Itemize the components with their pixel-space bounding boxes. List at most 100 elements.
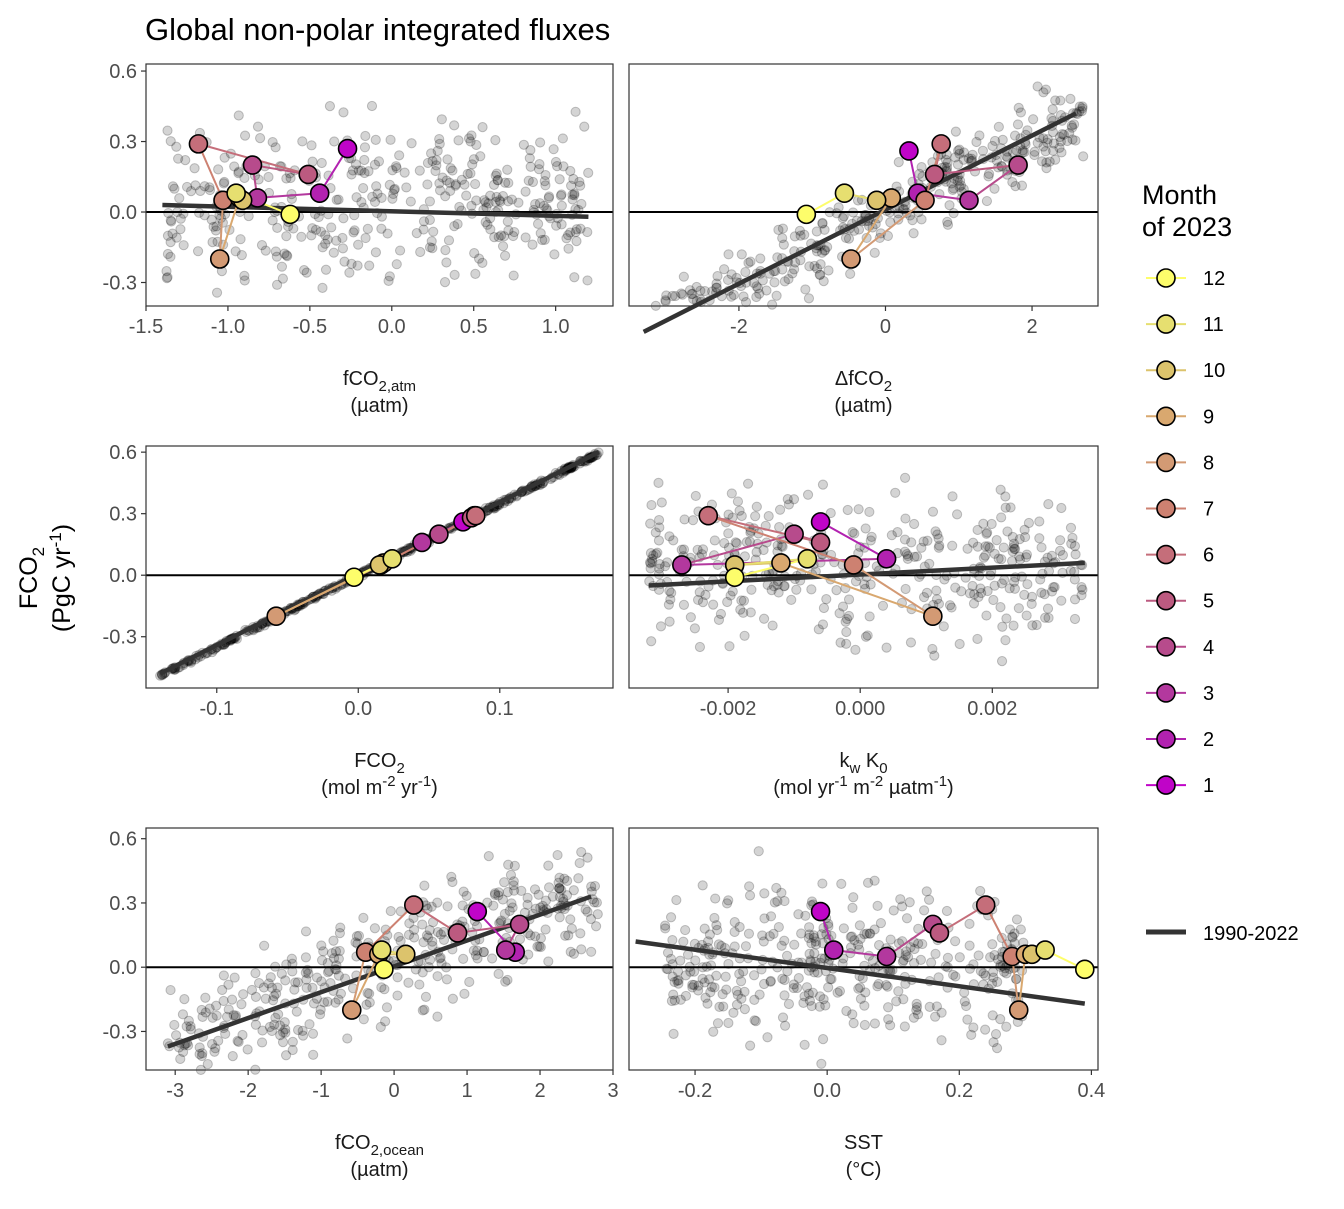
historical-point [982, 527, 993, 538]
historical-point [815, 259, 826, 270]
historical-point [435, 929, 446, 940]
historical-point [774, 522, 785, 533]
historical-point [219, 176, 230, 188]
historical-point [467, 159, 478, 170]
historical-point [944, 600, 956, 611]
historical-point [204, 182, 215, 193]
historical-point [482, 219, 493, 230]
x-axis-label: ΔfCO2 [835, 368, 892, 395]
historical-point [753, 846, 764, 857]
historical-point [267, 995, 279, 1006]
historical-point [893, 214, 904, 225]
historical-point [1008, 538, 1020, 549]
historical-point [175, 224, 186, 235]
historical-point [395, 935, 406, 947]
legend-swatch-point [1156, 406, 1176, 427]
historical-point [723, 1017, 734, 1029]
historical-point [697, 597, 709, 608]
historical-point [353, 930, 365, 941]
historical-point [308, 1049, 319, 1060]
y-axis-label-unit-end: ) [48, 524, 76, 532]
historical-point [363, 166, 374, 177]
historical-point [804, 995, 816, 1006]
historical-point [544, 882, 555, 893]
historical-points [659, 846, 1029, 1069]
historical-point [1042, 603, 1054, 614]
historical-point [764, 931, 775, 942]
historical-point [497, 241, 509, 252]
historical-point [996, 578, 1007, 589]
legend-item-month-5: 5 [1146, 591, 1214, 613]
historical-point [346, 169, 357, 180]
historical-point [297, 1030, 309, 1041]
y-tick-label: -0.3 [103, 627, 137, 649]
historical-point [1019, 531, 1031, 543]
month-path-segment [707, 514, 854, 566]
historical-point [995, 484, 1006, 495]
historical-point [586, 881, 597, 892]
historical-point [333, 970, 344, 981]
month-point-1 [810, 901, 831, 922]
historical-point [495, 196, 506, 207]
historical-point [486, 953, 498, 964]
historical-point [478, 946, 489, 958]
historical-point [190, 180, 201, 191]
historical-point [885, 934, 896, 945]
month-point-1 [467, 901, 488, 922]
historical-point [490, 196, 501, 208]
historical-point [338, 107, 349, 118]
historical-point [1016, 180, 1028, 191]
historical-point [567, 189, 578, 200]
historical-point [1040, 84, 1052, 95]
historical-point [872, 981, 883, 992]
historical-point [1005, 502, 1016, 513]
historical-point [901, 913, 913, 924]
historical-point [554, 912, 565, 923]
historical-point [774, 504, 786, 515]
historical-point [196, 1004, 207, 1016]
historical-point [329, 136, 340, 147]
historical-point [914, 168, 925, 179]
historical-point [863, 950, 875, 961]
historical-point [900, 950, 911, 961]
historical-point [271, 251, 282, 262]
historical-point [742, 478, 754, 489]
historical-point [968, 1022, 979, 1033]
historical-point [1019, 146, 1030, 158]
historical-point [382, 228, 393, 239]
historical-point [695, 285, 706, 296]
historical-point [1001, 968, 1012, 979]
historical-point [680, 970, 691, 981]
historical-point [360, 130, 371, 142]
historical-point [409, 932, 420, 943]
historical-point [171, 232, 182, 243]
historical-point [270, 1012, 281, 1024]
historical-point [997, 621, 1008, 632]
historical-point [645, 558, 656, 569]
historical-point [333, 194, 344, 205]
historical-point [755, 253, 766, 264]
historical-point [311, 972, 323, 983]
historical-point [728, 289, 739, 301]
historical-point [913, 938, 924, 949]
historical-point [525, 930, 536, 941]
month-point-8 [841, 249, 861, 269]
historical-point [562, 229, 574, 241]
historical-point [1077, 101, 1088, 112]
historical-point [798, 997, 809, 1008]
legend-label: 11 [1203, 314, 1224, 336]
panel-4: -0.002 0.000 0.002 kw K0(mol yr-1 m-2 µatm-… [628, 445, 1099, 799]
historical-point [260, 245, 271, 256]
month-point-7 [843, 555, 864, 575]
historical-point [783, 499, 795, 510]
historical-point [1054, 131, 1066, 143]
historical-point [281, 249, 292, 261]
historical-point [339, 256, 350, 267]
historical-point [1077, 103, 1088, 114]
month-points [796, 134, 1028, 269]
historical-point [310, 224, 322, 235]
historical-point [200, 1007, 211, 1018]
x-tick-label: 0.002 [967, 698, 1017, 720]
historical-point [1009, 543, 1021, 555]
historical-point [978, 968, 989, 979]
